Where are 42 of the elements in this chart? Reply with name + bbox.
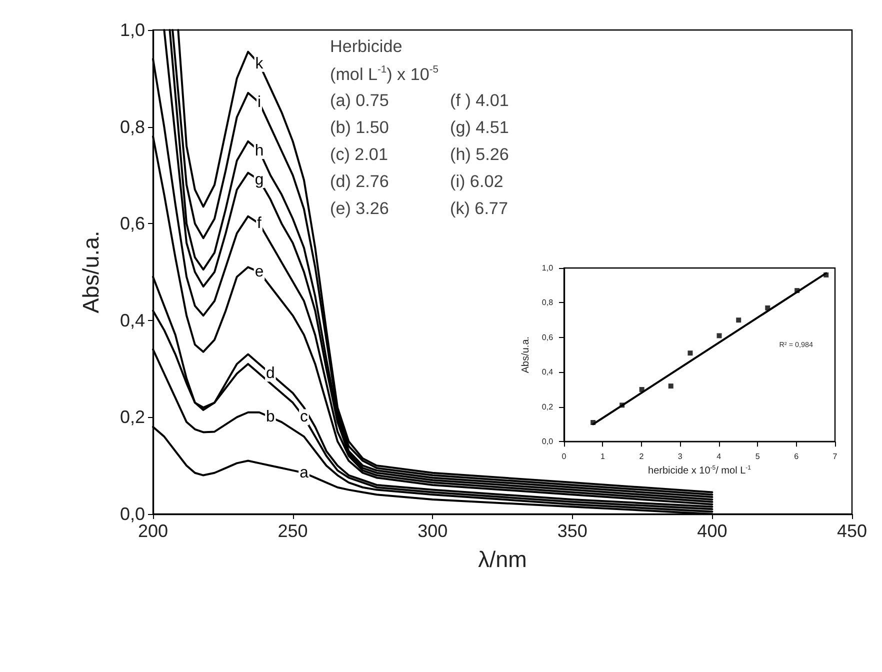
- x-axis-title: λ/nm: [478, 547, 527, 572]
- x-tick-label: 450: [836, 521, 868, 541]
- annotation: (i) 6.02: [450, 172, 504, 191]
- annotation: (a) 0.75: [330, 91, 389, 110]
- y-tick-label: 0,2: [542, 402, 554, 412]
- y-tick-label: 0,4: [120, 310, 145, 330]
- y-tick-label: 0,2: [120, 407, 145, 428]
- x-tick-label: 350: [557, 521, 588, 541]
- annotation: (c) 2.01: [330, 145, 388, 164]
- annotation: (f ) 4.01: [450, 91, 509, 110]
- x-tick-label: 300: [418, 521, 448, 541]
- annotation: Herbicide: [330, 37, 402, 56]
- annotation: (b) 1.50: [330, 118, 389, 137]
- y-tick-label: 1,0: [542, 264, 554, 272]
- annotation: (g) 4.51: [450, 118, 509, 137]
- x-tick-label: 400: [697, 521, 728, 541]
- x-tick-label: 4: [716, 452, 722, 462]
- x-tick-label: 6: [794, 452, 800, 462]
- series-label: e: [254, 264, 264, 280]
- x-tick-label: 0: [562, 452, 567, 462]
- y-axis-title: Abs/u.a.: [78, 230, 104, 314]
- annotation: (k) 6.77: [450, 199, 508, 218]
- y-tick-label: 0,4: [542, 368, 554, 377]
- series-label: h: [254, 142, 264, 160]
- y-axis-title: Abs/u.a.: [520, 336, 532, 374]
- x-tick-label: 2: [639, 452, 644, 462]
- x-tick-label: 200: [138, 521, 168, 541]
- annotation: (d) 2.76: [330, 172, 389, 191]
- x-tick-label: 250: [278, 521, 308, 541]
- y-tick-label: 0,8: [120, 116, 145, 137]
- x-tick-label: 3: [678, 452, 683, 462]
- y-tick-label: 0,0: [542, 437, 554, 446]
- y-tick-label: 0,6: [120, 214, 145, 234]
- y-tick-label: 0,6: [542, 332, 554, 342]
- x-tick-label: 7: [832, 452, 838, 462]
- y-tick-label: 0,8: [542, 298, 554, 308]
- x-tick-label: 5: [755, 452, 760, 462]
- x-tick-label: 1: [600, 452, 606, 462]
- y-tick-label: 1,0: [120, 20, 145, 40]
- annotation: (h) 5.26: [450, 145, 509, 164]
- y-tick-label: 0,0: [120, 504, 145, 524]
- annotation: (e) 3.26: [330, 199, 389, 218]
